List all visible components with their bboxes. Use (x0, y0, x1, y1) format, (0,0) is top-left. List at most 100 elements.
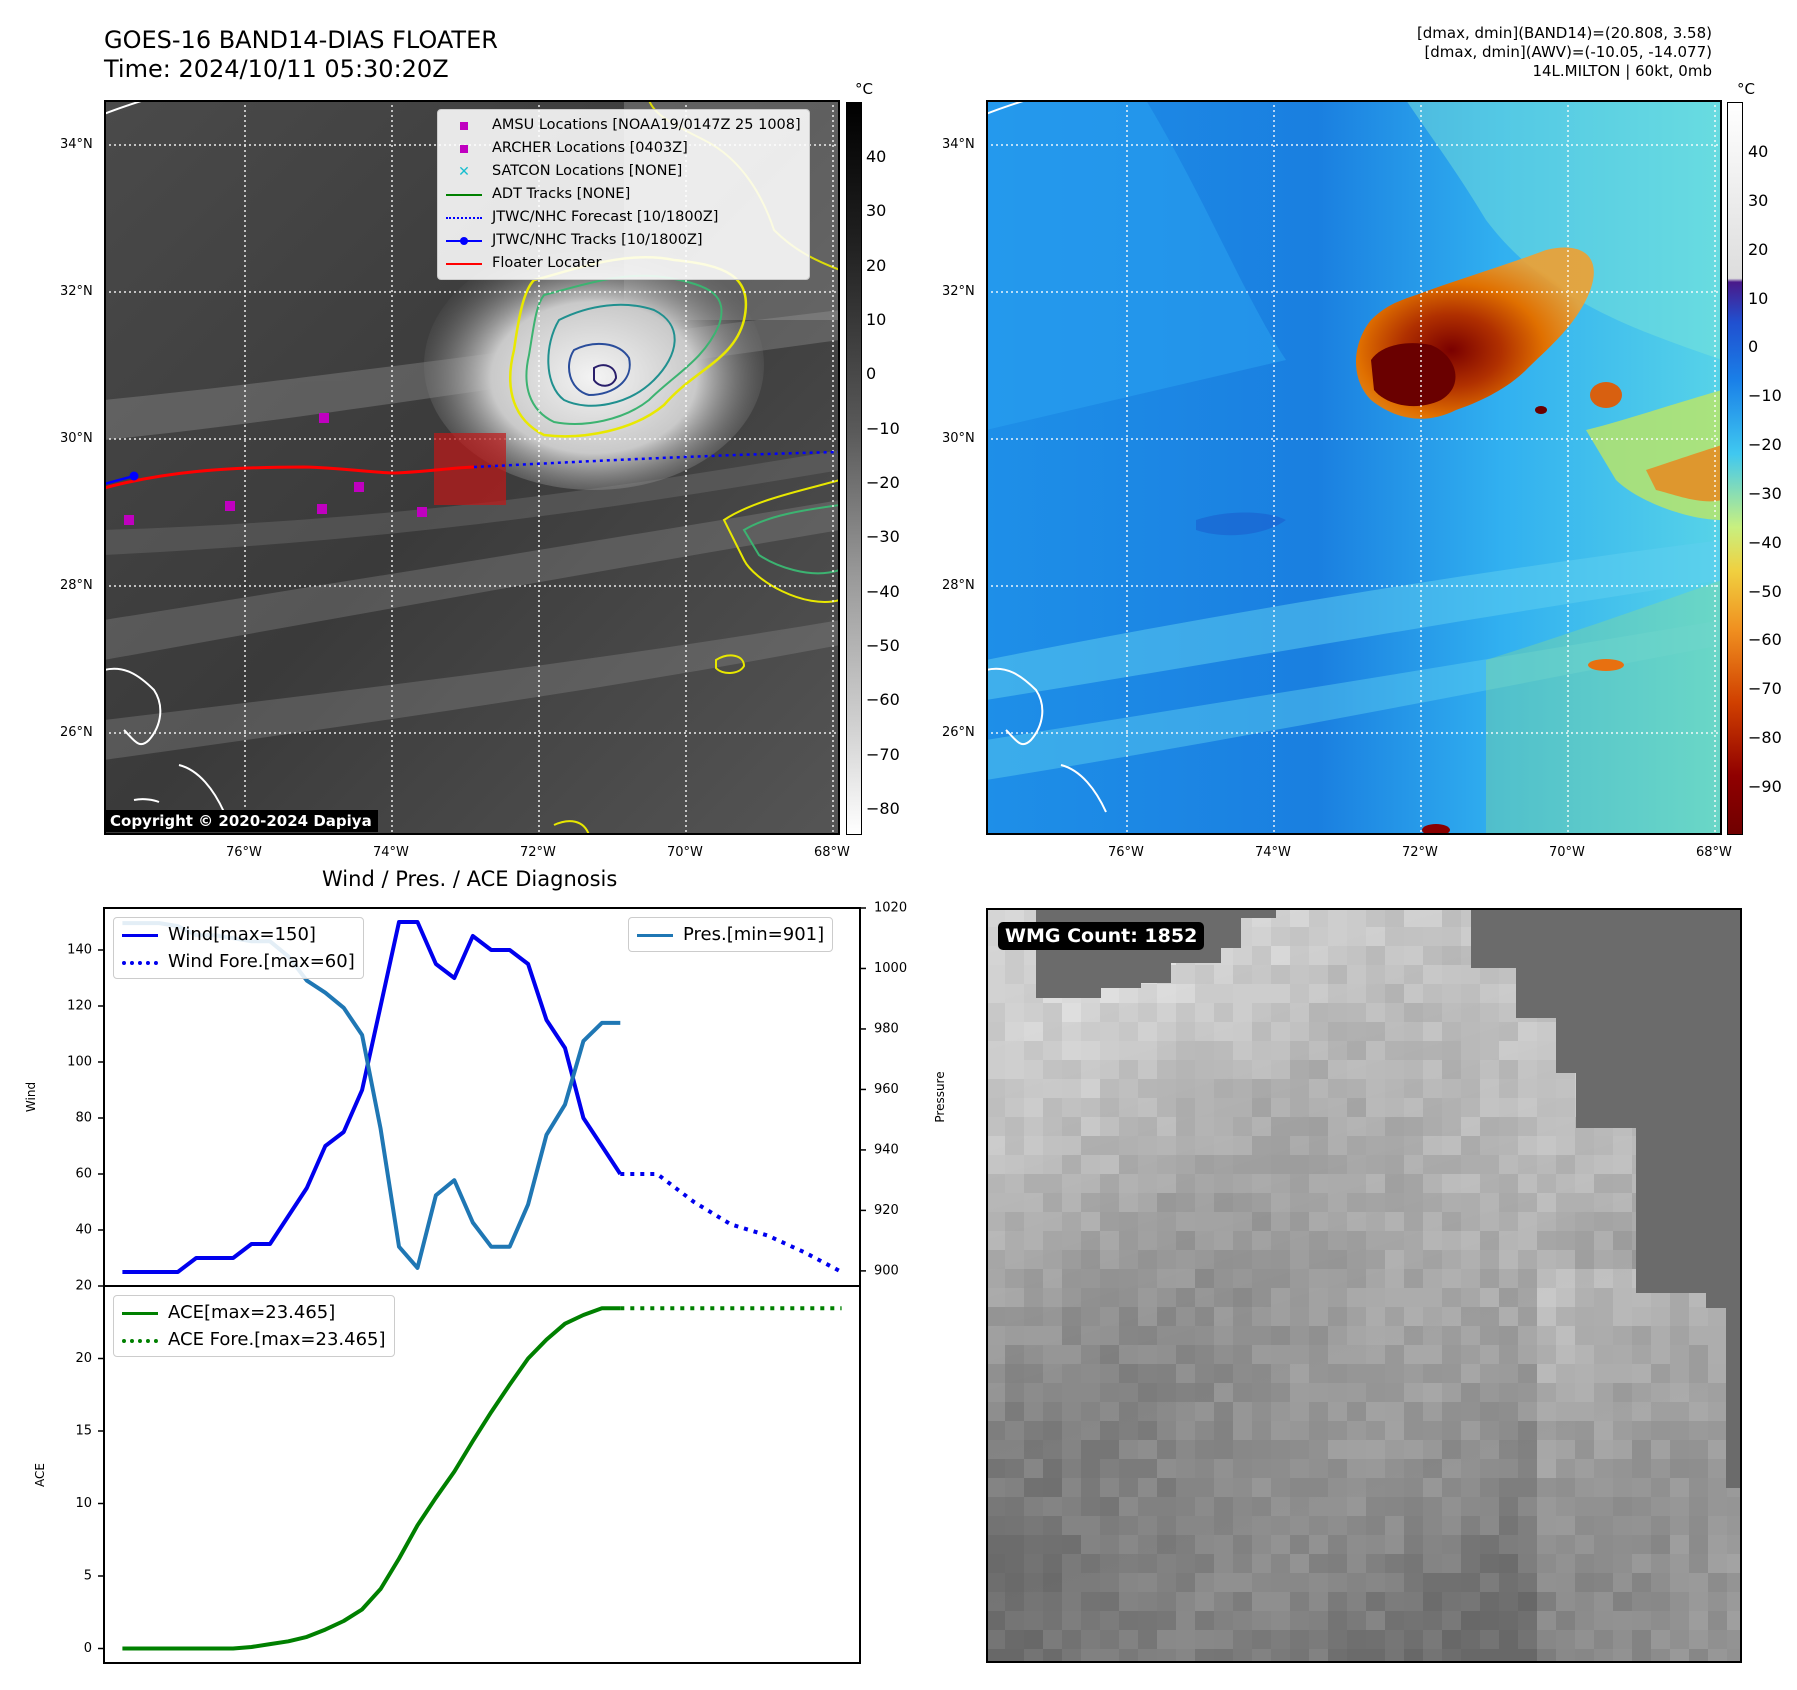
colorbar-tick-label: 20 (866, 255, 887, 275)
ace-axis-label: ACE (33, 1463, 47, 1487)
axis-tick-label: 60 (75, 1167, 92, 1182)
title-line-1: GOES-16 BAND14-DIAS FLOATER (104, 26, 498, 54)
info-line-2: [dmax, dmin](AWV)=(-10.05, -14.077) (1424, 43, 1712, 61)
axis-tick-label: 100 (67, 1055, 92, 1070)
wmg-dark-region-top-right (1471, 908, 1742, 1488)
legend-wind-forecast: Wind Fore.[max=60] (122, 948, 355, 975)
lon-label: 76°W (226, 845, 262, 860)
axis-tick-label: 900 (874, 1263, 899, 1278)
colorbar-tick-label: −70 (866, 744, 900, 764)
colorbar-tick-label: −50 (866, 636, 900, 655)
axis-tick-label: 940 (874, 1142, 899, 1157)
gray-colorbar-unit: °C (855, 80, 873, 98)
legend-archer: ARCHER Locations [0403Z] (446, 137, 801, 160)
wmg-count-badge: WMG Count: 1852 (998, 922, 1205, 950)
axis-tick-label: 5 (84, 1569, 92, 1584)
colorbar-tick-label: −30 (1748, 483, 1782, 503)
colorbar-tick-label: −60 (866, 690, 900, 710)
pressure-axis-ticks: 900 920 940 960 980 1000 1020 (860, 901, 907, 1278)
jtwc-track-point (129, 471, 139, 481)
ace-axis-ticks: 0 5 10 15 20 (75, 1351, 104, 1656)
wind-legend: Wind[max=150] Wind Fore.[max=60] (113, 917, 364, 979)
colorbar-tick-label: −40 (1748, 532, 1782, 552)
line-icon (446, 257, 482, 271)
lat-label: 34°N (942, 137, 975, 152)
lat-label: 28°N (942, 578, 975, 593)
coastline-bahamas (104, 667, 162, 746)
colorbar-tick-label: −50 (1748, 581, 1782, 601)
amsu-archer-markers (124, 413, 427, 525)
colorbar-tick-label: −10 (866, 418, 900, 438)
line-dot-icon (446, 234, 482, 248)
color-colorbar-unit: °C (1737, 80, 1755, 98)
colorbar-tick-label: −20 (866, 473, 900, 492)
colorbar-tick-label: −80 (1748, 728, 1782, 748)
colorbar-tick-label: 30 (1748, 190, 1769, 210)
map-legend: AMSU Locations [NOAA19/0147Z 25 1008] AR… (437, 109, 810, 280)
info-line-1: [dmax, dmin](BAND14)=(20.808, 3.58) (1416, 24, 1712, 42)
lon-label: 72°W (1402, 845, 1438, 860)
legend-jtwc-forecast: JTWC/NHC Forecast [10/1800Z] (446, 206, 801, 229)
diagnosis-title: Wind / Pres. / ACE Diagnosis (322, 867, 618, 891)
ace-legend: ACE[max=23.465] ACE Fore.[max=23.465] (113, 1295, 395, 1357)
axis-tick-label: 10 (75, 1496, 92, 1511)
axis-tick-label: 140 (67, 943, 92, 958)
ir-color-enhanced-map (986, 100, 1722, 835)
x-marker-icon: ✕ (458, 163, 470, 180)
lon-label: 74°W (1255, 845, 1291, 860)
legend-ace: ACE[max=23.465] (122, 1299, 386, 1326)
wind-axis-ticks: 20 40 60 80 100 120 140 (67, 943, 104, 1294)
lat-label: 30°N (60, 431, 93, 446)
legend-adt: ADT Tracks [NONE] (446, 183, 801, 206)
lat-label: 26°N (942, 725, 975, 740)
line-icon (122, 928, 158, 942)
axis-tick-label: 40 (75, 1223, 92, 1238)
series-line-wind-0 (122, 920, 622, 1274)
floater-locater-track (104, 465, 475, 490)
dotted-line-icon (122, 955, 158, 969)
line-icon (637, 928, 673, 942)
lat-label: 32°N (942, 284, 975, 299)
lon-label: 72°W (520, 845, 556, 860)
colorbar-tick-label: 0 (1748, 337, 1759, 357)
storm-info: [dmax, dmin](BAND14)=(20.808, 3.58) [dma… (1417, 24, 1712, 81)
colorbar-tick-label: −70 (1748, 679, 1782, 699)
axis-tick-label: 20 (75, 1351, 92, 1366)
lat-label: 26°N (60, 725, 93, 740)
title-line-2: Time: 2024/10/11 05:30:20Z (104, 55, 449, 83)
lon-label: 70°W (1549, 845, 1585, 860)
legend-jtwc-tracks: JTWC/NHC Tracks [10/1800Z] (446, 229, 801, 252)
axis-tick-label: 0 (84, 1641, 92, 1656)
colorbar-tick-label: 20 (1748, 239, 1769, 259)
colorbar-tick-label: 10 (1748, 288, 1769, 308)
contour-blue (568, 342, 631, 397)
series-line-ace-0 (122, 1306, 621, 1651)
colorbar-tick-label: 10 (866, 310, 887, 329)
dotted-line-icon (446, 211, 482, 225)
axis-tick-label: 15 (75, 1424, 92, 1439)
jtwc-forecast-track (473, 450, 840, 469)
axis-tick-label: 80 (75, 1111, 92, 1126)
colorbar-tick-label: −30 (866, 527, 900, 547)
storm-cloud (424, 240, 764, 490)
colorbar-tick-label: −20 (1748, 435, 1782, 455)
colorbar-tick-label: −60 (1748, 630, 1782, 650)
colorbar-tick-label: −40 (866, 581, 900, 601)
lon-label: 76°W (1108, 845, 1144, 860)
lat-label: 28°N (60, 578, 93, 593)
lat-label: 34°N (60, 137, 93, 152)
lon-label: 70°W (667, 845, 703, 860)
colorbar-tick-label: 0 (866, 364, 877, 384)
square-marker-icon (446, 119, 482, 133)
copyright-label: Copyright © 2020-2024 Dapiya (104, 810, 378, 832)
lon-label: 68°W (814, 845, 850, 860)
dotted-line-icon (122, 1333, 158, 1347)
contour-teal (547, 303, 676, 407)
axis-tick-label: 960 (874, 1082, 899, 1097)
legend-pressure: Pres.[min=901] (637, 921, 824, 948)
colorbar-tick-label: 40 (866, 147, 887, 166)
lat-label: 30°N (942, 431, 975, 446)
jtwc-track (104, 474, 135, 486)
axis-tick-label: 120 (67, 999, 92, 1014)
